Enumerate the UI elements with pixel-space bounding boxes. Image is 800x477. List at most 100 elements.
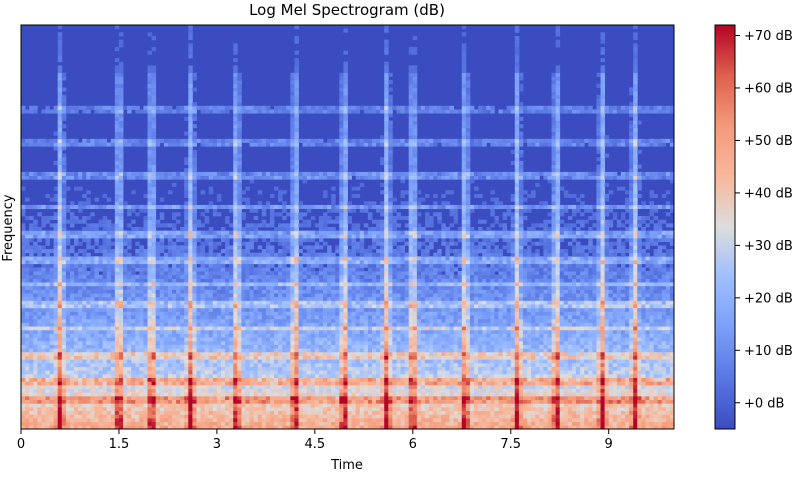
heatmap-cell xyxy=(74,392,79,397)
heatmap-cell xyxy=(65,271,71,276)
heatmap-cell xyxy=(135,366,140,371)
heatmap-cell xyxy=(233,127,238,132)
heatmap-cell xyxy=(269,322,275,327)
heatmap-cell xyxy=(188,76,193,81)
heatmap-cell xyxy=(53,344,59,349)
heatmap-cell xyxy=(241,271,246,276)
heatmap-cell xyxy=(253,215,259,221)
heatmap-cell xyxy=(102,362,108,367)
heatmap-cell xyxy=(212,344,218,349)
heatmap-cell xyxy=(176,274,181,279)
heatmap-cell xyxy=(114,348,120,353)
heatmap-cell xyxy=(78,260,83,265)
heatmap-cell xyxy=(302,414,308,419)
heatmap-cell xyxy=(200,337,206,342)
heatmap-cell xyxy=(241,326,246,331)
heatmap-cell xyxy=(155,384,161,389)
heatmap-cell xyxy=(131,208,136,213)
heatmap-cell xyxy=(282,304,287,309)
heatmap-cell xyxy=(208,340,214,345)
heatmap-cell xyxy=(45,300,50,305)
heatmap-cell xyxy=(265,296,271,301)
heatmap-cell xyxy=(159,381,165,386)
heatmap-cell xyxy=(306,252,312,257)
heatmap-cell xyxy=(82,215,87,221)
heatmap-cell xyxy=(294,219,299,224)
heatmap-cell xyxy=(57,215,63,221)
heatmap-cell xyxy=(188,146,193,151)
heatmap-cell xyxy=(131,366,136,371)
heatmap-cell xyxy=(265,256,271,261)
heatmap-cell xyxy=(298,293,303,298)
heatmap-cell xyxy=(225,271,230,276)
heatmap-cell xyxy=(286,260,291,265)
heatmap-cell xyxy=(159,223,165,228)
heatmap-cell xyxy=(229,263,234,268)
heatmap-cell xyxy=(310,392,316,397)
heatmap-cell xyxy=(147,300,152,305)
heatmap-cell xyxy=(196,307,201,312)
heatmap-cell xyxy=(282,388,287,393)
heatmap-cell xyxy=(49,355,55,360)
heatmap-cell xyxy=(167,249,173,254)
heatmap-cell xyxy=(61,204,67,210)
heatmap-cell xyxy=(114,417,120,423)
heatmap-cell xyxy=(257,359,263,364)
heatmap-cell xyxy=(302,219,308,224)
heatmap-cell xyxy=(253,395,259,401)
heatmap-cell xyxy=(220,109,226,114)
heatmap-cell xyxy=(41,351,46,356)
heatmap-cell xyxy=(57,47,63,52)
heatmap-cell xyxy=(233,208,238,213)
heatmap-cell xyxy=(82,193,87,199)
heatmap-cell xyxy=(33,175,38,180)
heatmap-cell xyxy=(192,271,197,276)
heatmap-cell xyxy=(229,175,234,180)
heatmap-cell xyxy=(94,204,99,210)
heatmap-cell xyxy=(159,271,165,276)
heatmap-cell xyxy=(306,421,312,426)
heatmap-cell xyxy=(278,421,283,426)
heatmap-cell xyxy=(212,315,218,320)
heatmap-cell xyxy=(33,403,38,408)
heatmap-cell xyxy=(41,274,46,279)
heatmap-cell xyxy=(69,307,75,312)
heatmap-cell xyxy=(102,256,108,261)
heatmap-cell xyxy=(212,293,218,298)
heatmap-cell xyxy=(143,296,148,301)
heatmap-cell xyxy=(53,234,59,239)
heatmap-cell xyxy=(110,318,116,323)
heatmap-cell xyxy=(204,403,210,408)
heatmap-cell xyxy=(151,300,157,305)
heatmap-cell xyxy=(294,182,299,187)
heatmap-cell xyxy=(151,186,157,191)
heatmap-cell xyxy=(123,271,128,276)
heatmap-cell xyxy=(131,348,136,353)
heatmap-cell xyxy=(57,340,63,345)
heatmap-cell xyxy=(69,249,75,254)
heatmap-cell xyxy=(294,50,299,55)
heatmap-cell xyxy=(229,249,234,254)
heatmap-cell xyxy=(310,249,316,254)
heatmap-cell xyxy=(294,223,299,228)
heatmap-cell xyxy=(98,399,104,404)
heatmap-cell xyxy=(29,256,34,261)
heatmap-cell xyxy=(306,171,312,176)
heatmap-cell xyxy=(45,256,50,261)
heatmap-cell xyxy=(65,384,71,389)
heatmap-cell xyxy=(90,351,95,356)
heatmap-cell xyxy=(123,399,128,404)
heatmap-cell xyxy=(45,384,50,389)
heatmap-cell xyxy=(269,417,275,423)
heatmap-cell xyxy=(65,395,71,401)
heatmap-cell xyxy=(114,337,120,342)
heatmap-cell xyxy=(110,348,116,353)
heatmap-cell xyxy=(298,414,303,419)
heatmap-cell xyxy=(172,223,177,228)
heatmap-cell xyxy=(147,384,152,389)
heatmap-cell xyxy=(98,138,104,143)
heatmap-cell xyxy=(184,289,189,294)
heatmap-cell xyxy=(74,333,79,338)
heatmap-cell xyxy=(98,344,104,349)
heatmap-cell xyxy=(274,373,279,378)
